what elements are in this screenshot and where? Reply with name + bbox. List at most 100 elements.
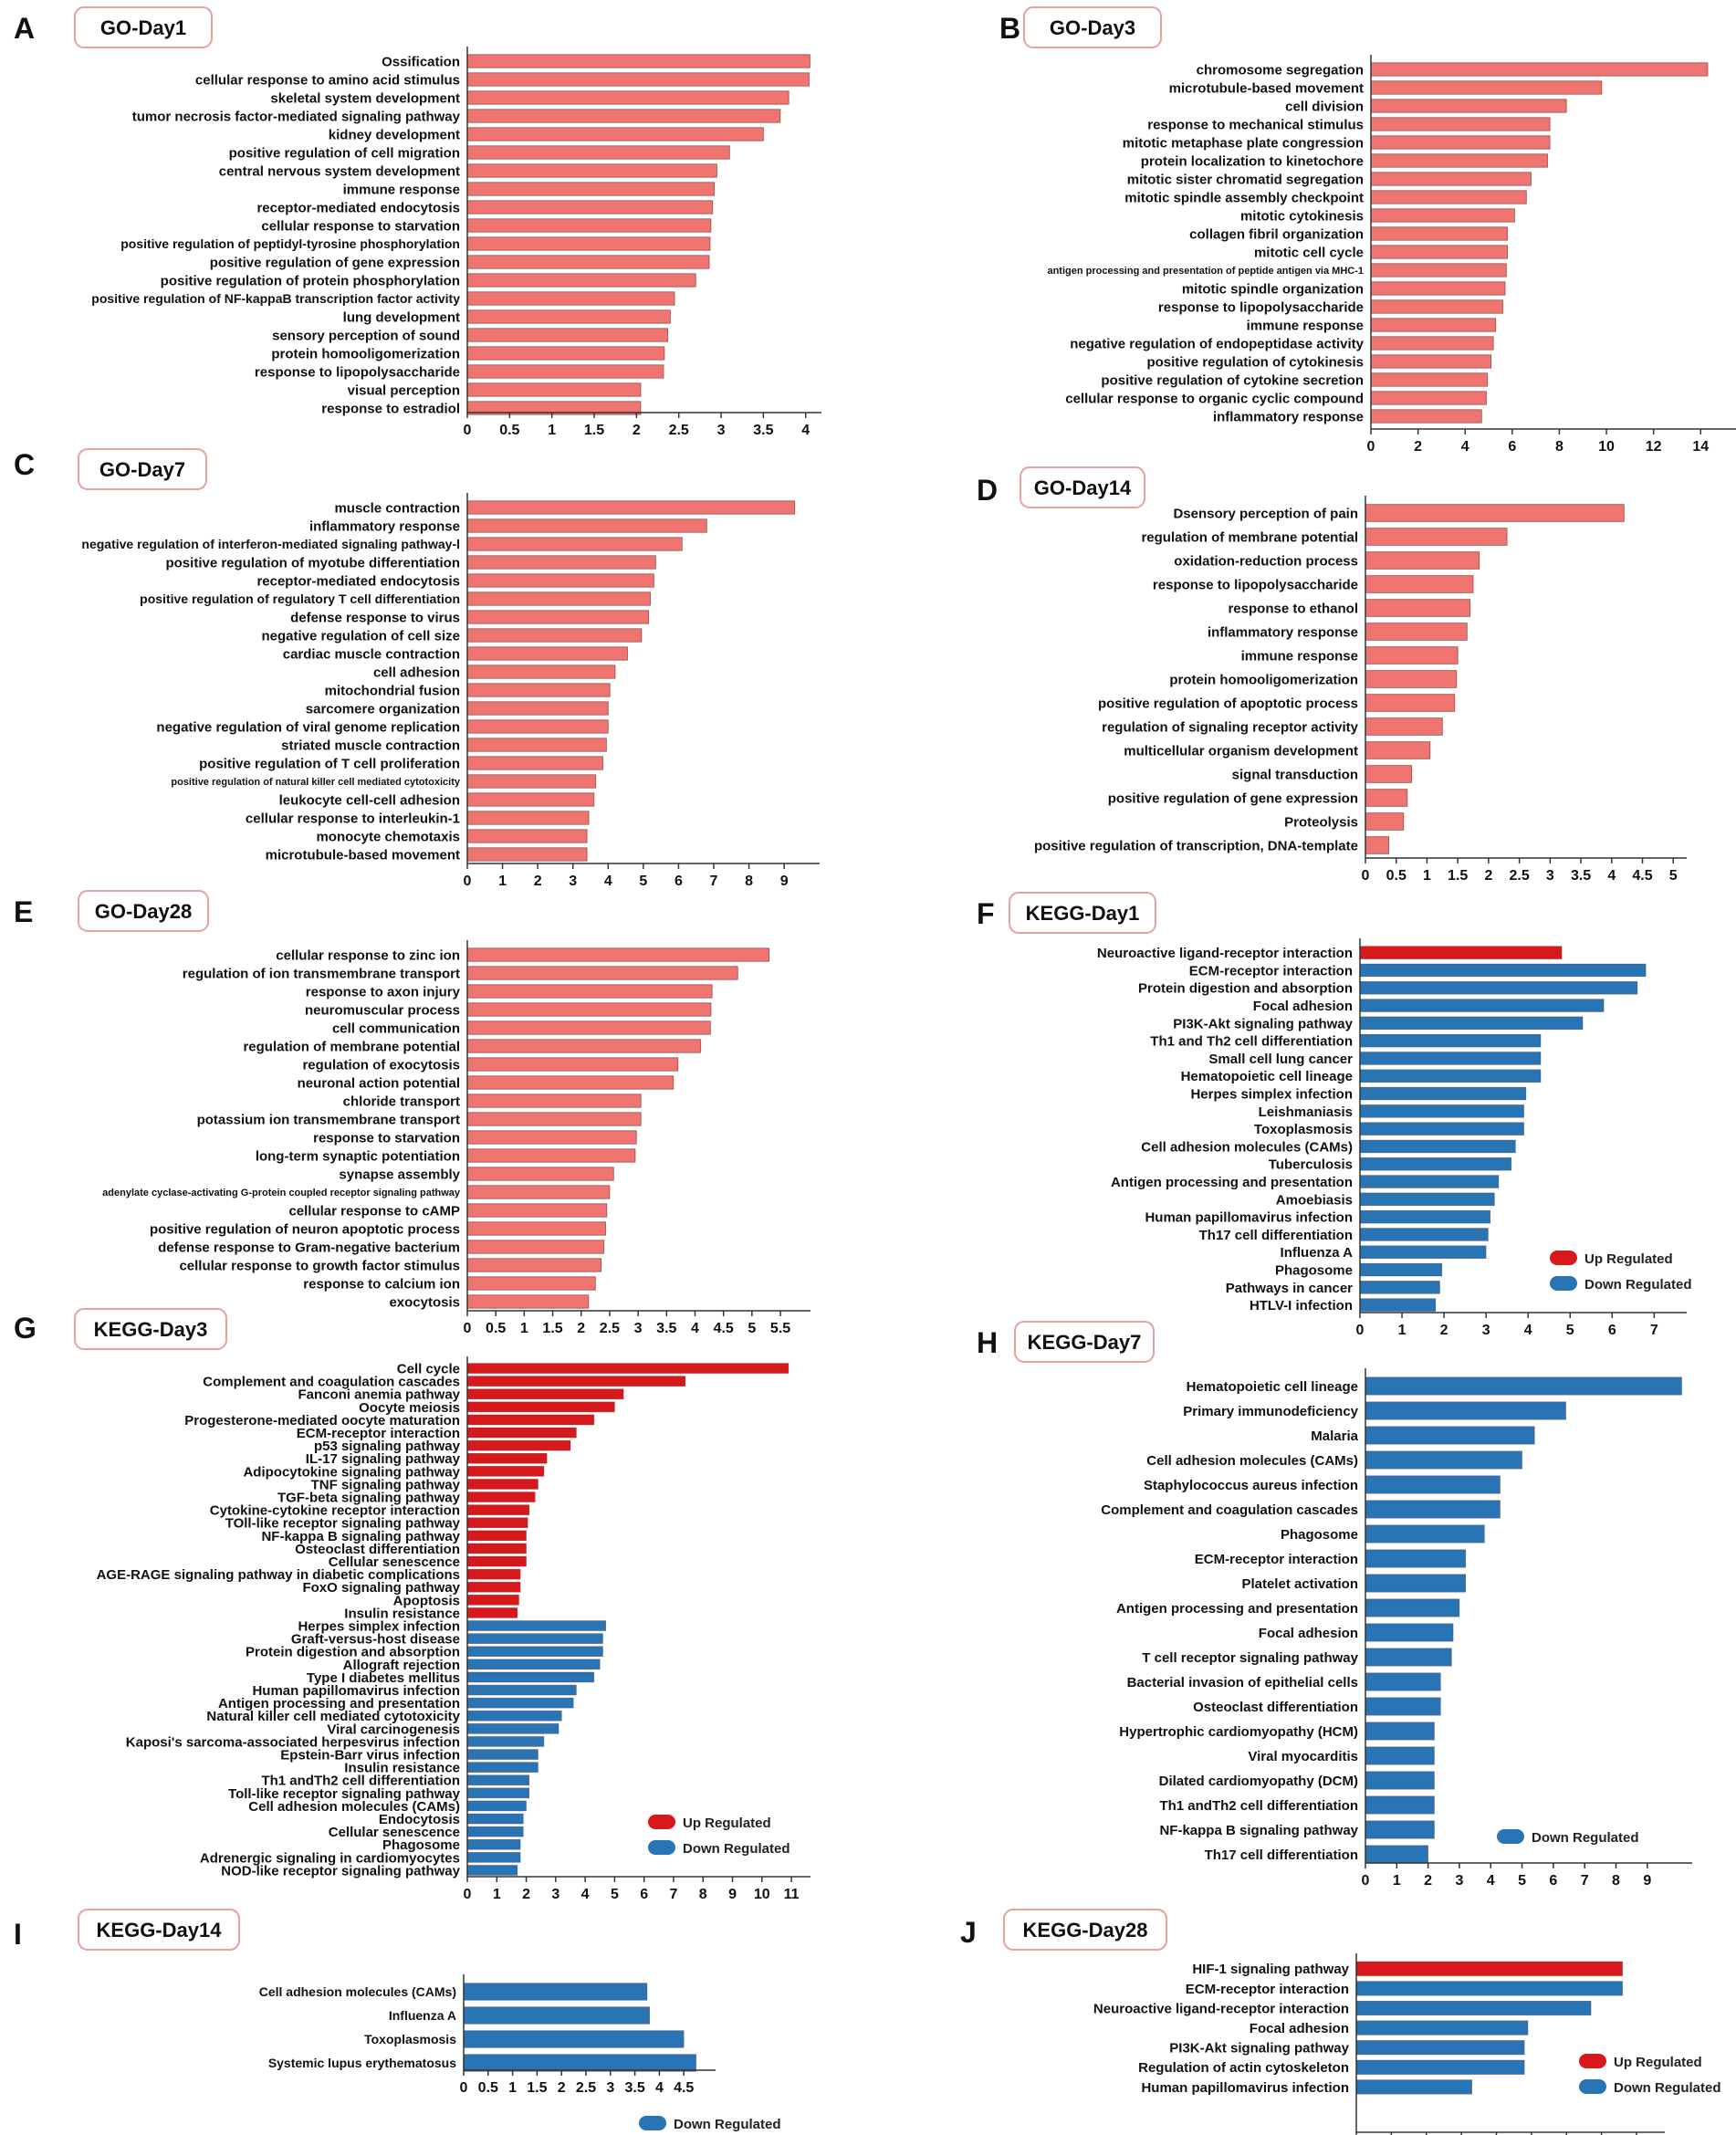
bar-cytokine-cytokine-receptor-interaction <box>466 1504 530 1515</box>
legend-up-label: Up Regulated <box>1614 2055 1702 2070</box>
category-label: defense response to virus <box>290 610 460 625</box>
category-label: Viral myocarditis <box>1248 1749 1358 1764</box>
bar-amoebiasis <box>1359 1192 1495 1207</box>
category-label: negative regulation of viral genome repl… <box>156 719 460 735</box>
x-tick-label: 0.5 <box>486 1321 506 1336</box>
category-label: Viral carcinogenesis <box>327 1722 460 1737</box>
bar-positive-regulation-of-cell-migration <box>466 145 730 160</box>
category-label: Tuberculosis <box>1269 1157 1353 1173</box>
bar-microtubule-based-movement <box>466 847 588 862</box>
bar-ecm-receptor-interaction <box>1359 963 1647 978</box>
category-label: Insulin resistance <box>344 1606 460 1621</box>
bar-positive-regulation-of-transcription-dna-template <box>1365 836 1390 854</box>
category-label: Neuroactive ligand-receptor interaction <box>1097 946 1353 961</box>
bar-fanconi-anemia-pathway <box>466 1388 624 1400</box>
bar-cellular-senescence <box>466 1555 527 1567</box>
x-tick-label: 6 <box>640 1887 648 1902</box>
bar-cellular-response-to-amino-acid-stimulus <box>466 72 810 87</box>
bar-nf-kappa-b-signaling-pathway <box>466 1530 527 1542</box>
x-tick-label: 9 <box>728 1887 737 1902</box>
category-label: regulation of exocytosis <box>302 1057 460 1073</box>
category-label: Toxoplasmosis <box>364 2032 456 2046</box>
category-label: response to calcium ion <box>303 1276 460 1292</box>
x-tick-label: 8 <box>1612 1873 1620 1889</box>
panel-title: KEGG-Day1 <box>1026 902 1140 925</box>
category-label: Influenza A <box>1281 1245 1354 1261</box>
bar-age-rage-signaling-pathway-in-diabetic-complications <box>466 1568 521 1580</box>
category-label: Focal adhesion <box>1253 999 1353 1014</box>
bar-central-nervous-system-development <box>466 163 717 178</box>
category-label: Dsensory perception of pain <box>1173 506 1358 521</box>
category-label: Th1 andTh2 cell differentiation <box>261 1774 460 1789</box>
bar-primary-immunodeficiency <box>1365 1401 1566 1420</box>
x-tick-label: 1.5 <box>542 1321 562 1336</box>
category-label: signal transduction <box>1232 767 1358 782</box>
bar-th17-cell-differentiation <box>1359 1228 1489 1241</box>
legend-up-label: Up Regulated <box>1584 1251 1673 1267</box>
x-tick-label: 4 <box>801 423 810 438</box>
bar-il-17-signaling-pathway <box>466 1452 548 1464</box>
legend-down-label: Down Regulated <box>674 2117 781 2132</box>
bar-cell-adhesion-molecules-cams <box>463 1983 648 2001</box>
bar-apoptosis <box>466 1595 519 1606</box>
x-tick-label: 2 <box>1440 1323 1448 1338</box>
x-tick-label: 0 <box>464 874 472 889</box>
category-label: inflammatory response <box>1208 624 1358 640</box>
category-label: positive regulation of transcription, DN… <box>1034 838 1358 853</box>
panel-h: H KEGG-Day7 Hematopoietic cell lineage Prim… <box>977 1321 1692 1889</box>
category-label: Antigen processing and presentation <box>1111 1175 1353 1190</box>
panel-c: C GO-Day7 muscle contraction inflammatory r… <box>14 448 820 889</box>
category-label: skeletal system development <box>270 90 460 106</box>
x-tick-label: 3 <box>1546 868 1554 884</box>
category-label: Neuroactive ligand-receptor interaction <box>1093 2001 1349 2016</box>
category-label: ECM-receptor interaction <box>1195 1552 1358 1567</box>
x-tick-label: 3 <box>551 1887 559 1902</box>
panel-title-box <box>78 890 209 932</box>
bar-th1-andth2-cell-differentiation <box>1365 1795 1435 1815</box>
category-label: muscle contraction <box>334 500 460 516</box>
category-label: Primary immunodeficiency <box>1183 1404 1358 1419</box>
panel-title: KEGG-Day14 <box>97 1919 223 1941</box>
x-tick-label: 7 <box>670 1887 678 1902</box>
category-label: mitotic sister chromatid segregation <box>1127 172 1364 187</box>
panel-e: E GO-Day28 cellular response to zinc ion re… <box>14 890 810 1336</box>
panel-letter: I <box>14 1918 22 1951</box>
panel-title: GO-Day3 <box>1050 16 1135 39</box>
category-label: HTLV-I infection <box>1250 1298 1353 1313</box>
bar-protein-homooligomerization <box>1365 670 1458 688</box>
bar-response-to-ethanol <box>1365 599 1471 617</box>
x-tick-label: 3 <box>634 1321 643 1336</box>
x-tick-label: 2 <box>633 423 641 438</box>
category-label: response to axon injury <box>306 984 461 999</box>
bar-positive-regulation-of-t-cell-proliferation <box>466 756 603 770</box>
x-tick-label: 3.5 <box>753 423 773 438</box>
panel-title-box <box>74 6 213 48</box>
x-tick-label: 4 <box>1607 868 1616 884</box>
bar-malaria <box>1365 1426 1535 1445</box>
category-label: immune response <box>1247 318 1364 333</box>
x-tick-label: 5 <box>748 1321 756 1336</box>
bar-regulation-of-membrane-potential <box>466 1039 702 1053</box>
bar-response-to-calcium-ion <box>466 1276 596 1291</box>
x-tick-label: 4 <box>1487 1873 1495 1889</box>
category-label: NF-kappa B signaling pathway <box>261 1529 460 1544</box>
x-tick-label: 1.5 <box>584 423 604 438</box>
x-tick-label: 4.5 <box>714 1321 734 1336</box>
category-label: oxidation-reduction process <box>1174 553 1358 569</box>
bar-human-papillomavirus-infection <box>1355 2079 1472 2095</box>
bar-toxoplasmosis <box>1359 1122 1524 1136</box>
category-label: Complement and coagulation cascades <box>1101 1502 1358 1518</box>
bar-cellular-response-to-interleukin-1 <box>466 811 590 825</box>
bar-defense-response-to-virus <box>466 610 650 624</box>
bar-htlv-i-infection <box>1359 1298 1437 1312</box>
category-label: microtubule-based movement <box>1169 80 1364 96</box>
x-tick-label: 2 <box>522 1887 530 1902</box>
x-tick-label: 4 <box>581 1887 590 1902</box>
bar-inflammatory-response <box>466 518 707 533</box>
category-label: kidney development <box>329 127 460 142</box>
bar-positive-regulation-of-natural-killer-cell-mediated-cytotoxicity <box>466 774 597 789</box>
bar-potassium-ion-transmembrane-transport <box>466 1112 642 1126</box>
bar-receptor-mediated-endocytosis <box>466 573 654 588</box>
bar-influenza-a <box>463 2006 650 2025</box>
x-tick-label: 5 <box>1669 868 1678 884</box>
